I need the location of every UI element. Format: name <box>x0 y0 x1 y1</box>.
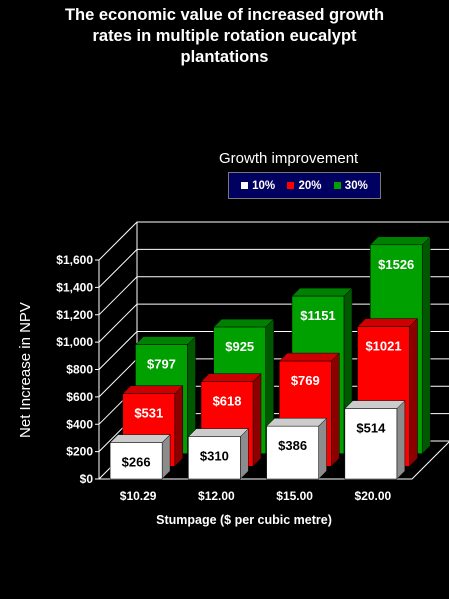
data-label-10pct-2: $386 <box>278 438 307 453</box>
legend-item-30: 30% <box>333 179 368 192</box>
data-label-30pct-3: $1526 <box>378 257 414 272</box>
y-tick-label-0: $0 <box>80 472 94 486</box>
data-label-10pct-1: $310 <box>200 449 229 464</box>
bar-side-face <box>409 317 418 467</box>
bar-top-face <box>356 318 419 327</box>
bar-10pct-0 <box>109 433 171 480</box>
y-tick-label-7: $1,400 <box>56 280 93 294</box>
bar-side-face <box>240 427 249 480</box>
y-tick-label-4: $800 <box>66 363 93 377</box>
data-label-30pct-1: $925 <box>225 339 254 354</box>
bar-top-face <box>122 385 184 394</box>
bar-side-face <box>174 385 184 467</box>
bar-top-face <box>291 287 353 297</box>
bar-10pct-2 <box>265 417 328 480</box>
bar-front-face <box>109 442 163 480</box>
data-label-20pct-2: $769 <box>291 373 320 388</box>
bar-10pct-1 <box>187 427 250 480</box>
data-label-20pct-1: $618 <box>213 394 242 409</box>
chart-title-line-2: rates in multiple rotation eucalypt <box>92 27 357 45</box>
legend: 10% 20% 30% <box>228 172 381 199</box>
legend-swatch-30 <box>333 182 341 189</box>
bar-side-face <box>252 373 262 467</box>
x-tick-label-2: $15.00 <box>276 489 313 503</box>
bar-side-face <box>396 399 406 480</box>
legend-label-30: 30% <box>344 179 368 192</box>
bar-10pct-3 <box>344 399 406 480</box>
y-axis-label: Net Increase in NPV <box>17 302 34 438</box>
bar-top-face <box>278 352 340 362</box>
legend-label-10: 10% <box>252 179 276 192</box>
x-tick-label-1: $12.00 <box>198 489 235 503</box>
legend-label-20: 20% <box>298 179 322 192</box>
legend-item-10: 10% <box>241 180 275 192</box>
bar-top-face <box>134 336 197 345</box>
x-axis-label: Stumpage ($ per cubic metre) <box>156 513 332 527</box>
bar-top-face <box>109 434 171 443</box>
x-tick-label-0: $10.29 <box>120 489 157 503</box>
y-tick-label-1: $200 <box>66 445 93 459</box>
data-label-10pct-3: $514 <box>356 421 386 436</box>
bar-top-face <box>344 400 406 409</box>
y-tick-label-3: $600 <box>66 390 93 404</box>
x-tick-label-3: $20.00 <box>355 489 392 503</box>
legend-swatch-10 <box>241 182 249 189</box>
bar-side-face <box>331 352 340 467</box>
bar-top-face <box>213 318 275 328</box>
chart-title-line-1: The economic value of increased growth <box>64 6 385 24</box>
bar-front-face <box>344 408 398 480</box>
data-label-30pct-0: $797 <box>147 357 176 372</box>
bar-top-face <box>265 417 328 427</box>
legend-title: Growth improvement <box>219 150 359 167</box>
chart-title: The economic value of increased growth r… <box>20 5 429 68</box>
bar-front-face <box>266 425 319 480</box>
data-label-20pct-0: $531 <box>134 406 163 421</box>
data-label-20pct-3: $1021 <box>365 339 401 354</box>
bar-front-face <box>188 436 241 480</box>
y-tick-label-2: $400 <box>66 417 93 431</box>
y-tick-label-5: $1,000 <box>56 335 93 349</box>
data-label-10pct-0: $266 <box>122 455 151 470</box>
bar-top-face <box>369 236 431 246</box>
data-label-30pct-2: $1151 <box>300 308 335 323</box>
legend-swatch-20 <box>287 182 295 189</box>
chart-title-line-3: plantations <box>180 48 269 66</box>
bar-side-face <box>421 236 431 455</box>
bar-top-face <box>187 428 250 437</box>
y-tick-label-8: $1,600 <box>56 253 93 267</box>
legend-item-20: 20% <box>287 179 322 192</box>
y-tick-label-6: $1,200 <box>56 308 93 322</box>
bar-top-face <box>200 373 262 382</box>
bar-side-face <box>318 417 327 480</box>
